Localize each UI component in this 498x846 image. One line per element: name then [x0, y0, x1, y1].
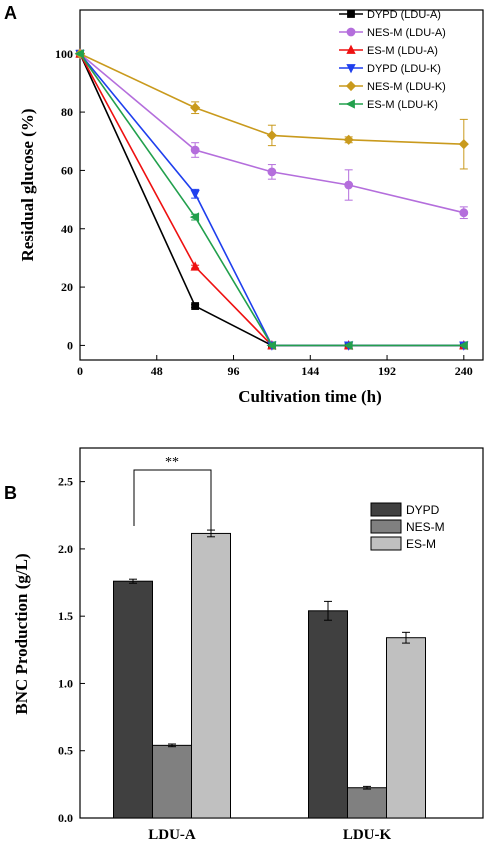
- panel-b-legend: DYPD NES-M ES-M: [370, 502, 445, 551]
- y-tick-label: 80: [61, 105, 73, 119]
- data-point-marker: [346, 64, 356, 74]
- data-point-marker: [347, 10, 355, 18]
- legend-entry: ES-M (LDU-A): [339, 44, 438, 57]
- legend-entry: ES-M (LDU-K): [339, 99, 438, 111]
- legend-label: ES-M (LDU-K): [367, 99, 438, 111]
- panel-a-legend: DYPD (LDU-A) NES-M (LDU-A) ES-M (LDU-A) DYP…: [339, 9, 446, 111]
- legend-label: NES-M (LDU-K): [367, 81, 446, 93]
- y-tick-label: 60: [61, 163, 73, 177]
- bar-nes-m-ldu-k: [347, 787, 387, 819]
- bar-dypd-ldu-a: [113, 580, 153, 819]
- data-point-marker: [190, 189, 200, 200]
- legend-entry: DYPD: [370, 502, 440, 517]
- data-point-marker: [345, 80, 357, 92]
- y-tick-label: 1.0: [58, 676, 73, 690]
- data-point-marker: [458, 139, 469, 150]
- legend-swatch: [370, 502, 402, 517]
- data-point-marker: [459, 208, 469, 218]
- panel-b-label: B: [4, 483, 17, 503]
- data-point-marker: [190, 102, 201, 113]
- significance-bracket: **: [133, 455, 212, 531]
- legend-entry: NES-M: [370, 519, 445, 534]
- bar-nes-m-ldu-a: [152, 744, 192, 819]
- legend-label: NES-M: [406, 520, 445, 534]
- y-tick-label: 1.5: [58, 609, 73, 623]
- panel-a-line-chart: A 0 48 96 144 192 240 0 20 40 60 80 100 DYPD (LDU-A…: [4, 3, 484, 406]
- data-point-marker: [266, 340, 276, 351]
- legend-label: NES-M (LDU-A): [367, 27, 446, 39]
- data-point-marker: [74, 49, 84, 59]
- legend-label: DYPD: [406, 503, 440, 517]
- legend-label: DYPD (LDU-K): [367, 63, 441, 75]
- series-nes-m-ldu-k: [74, 48, 469, 170]
- data-point-marker: [189, 212, 200, 222]
- panel-b-bars: [113, 529, 426, 819]
- data-point-marker: [343, 340, 353, 351]
- legend-entry: NES-M (LDU-A): [339, 27, 446, 39]
- panel-a-series: [74, 48, 469, 351]
- legend-entry: NES-M (LDU-K): [339, 80, 446, 93]
- bar-es-m-ldu-a: [191, 532, 231, 819]
- panel-a-x-axis-title: Cultivation time (h): [238, 387, 382, 406]
- x-tick-label: 96: [228, 364, 240, 378]
- panel-a-axes: 0 48 96 144 192 240 0 20 40 60 80 100: [55, 47, 473, 378]
- bar-dypd-ldu-k: [308, 610, 348, 819]
- data-point-marker: [191, 302, 200, 310]
- data-point-marker: [344, 180, 354, 190]
- y-tick-label: 2.0: [58, 542, 73, 556]
- legend-entry: DYPD (LDU-A): [339, 9, 441, 21]
- data-point-marker: [190, 145, 200, 155]
- panel-b-axes: 0.0 0.5 1.0 1.5 2.0 2.5 LDU-A LDU-K: [58, 475, 391, 843]
- legend-label: DYPD (LDU-A): [367, 9, 441, 21]
- data-point-marker: [190, 261, 200, 271]
- category-label: LDU-A: [148, 827, 196, 843]
- x-tick-label: 48: [151, 364, 163, 378]
- legend-entry: ES-M: [370, 536, 436, 551]
- y-tick-label: 40: [61, 222, 73, 236]
- y-tick-label: 100: [55, 47, 73, 61]
- category-label: LDU-K: [343, 827, 392, 843]
- data-point-marker: [345, 99, 355, 109]
- data-point-marker: [267, 167, 277, 177]
- significance-bracket-line: [133, 469, 212, 531]
- legend-label: ES-M (LDU-A): [367, 45, 438, 57]
- panel-a-plot-frame: [79, 9, 484, 361]
- panel-b-plot-frame: [79, 447, 484, 819]
- x-tick-label: 0: [77, 364, 83, 378]
- panel-b-y-axis-title: BNC Production (g/L): [12, 553, 31, 714]
- y-tick-label: 20: [61, 280, 73, 294]
- y-tick-label: 0.0: [58, 811, 73, 825]
- data-point-marker: [458, 340, 468, 351]
- data-point-marker: [343, 134, 354, 145]
- legend-entry: DYPD (LDU-K): [339, 63, 441, 75]
- bar-es-m-ldu-k: [386, 637, 426, 819]
- legend-swatch: [370, 536, 402, 551]
- panel-b-bar-chart: B 0.0 0.5 1.0 1.5 2.0 2.5 LDU-A LDU-K DYPD NES-M…: [4, 447, 484, 843]
- x-tick-label: 144: [301, 364, 319, 378]
- significance-label: **: [165, 455, 179, 470]
- legend-swatch: [370, 519, 402, 534]
- data-point-marker: [266, 130, 277, 141]
- data-point-marker: [346, 44, 356, 54]
- y-tick-label: 2.5: [58, 475, 73, 489]
- x-tick-label: 240: [455, 364, 473, 378]
- panel-a-y-axis-title: Residual glucose (%): [18, 109, 37, 262]
- y-tick-label: 0.5: [58, 744, 73, 758]
- panel-a-label: A: [4, 3, 17, 23]
- data-point-marker: [346, 27, 356, 37]
- x-tick-label: 192: [378, 364, 396, 378]
- series-es-m-ldu-k: [74, 49, 468, 351]
- legend-label: ES-M: [406, 537, 436, 551]
- y-tick-label: 0: [67, 338, 73, 352]
